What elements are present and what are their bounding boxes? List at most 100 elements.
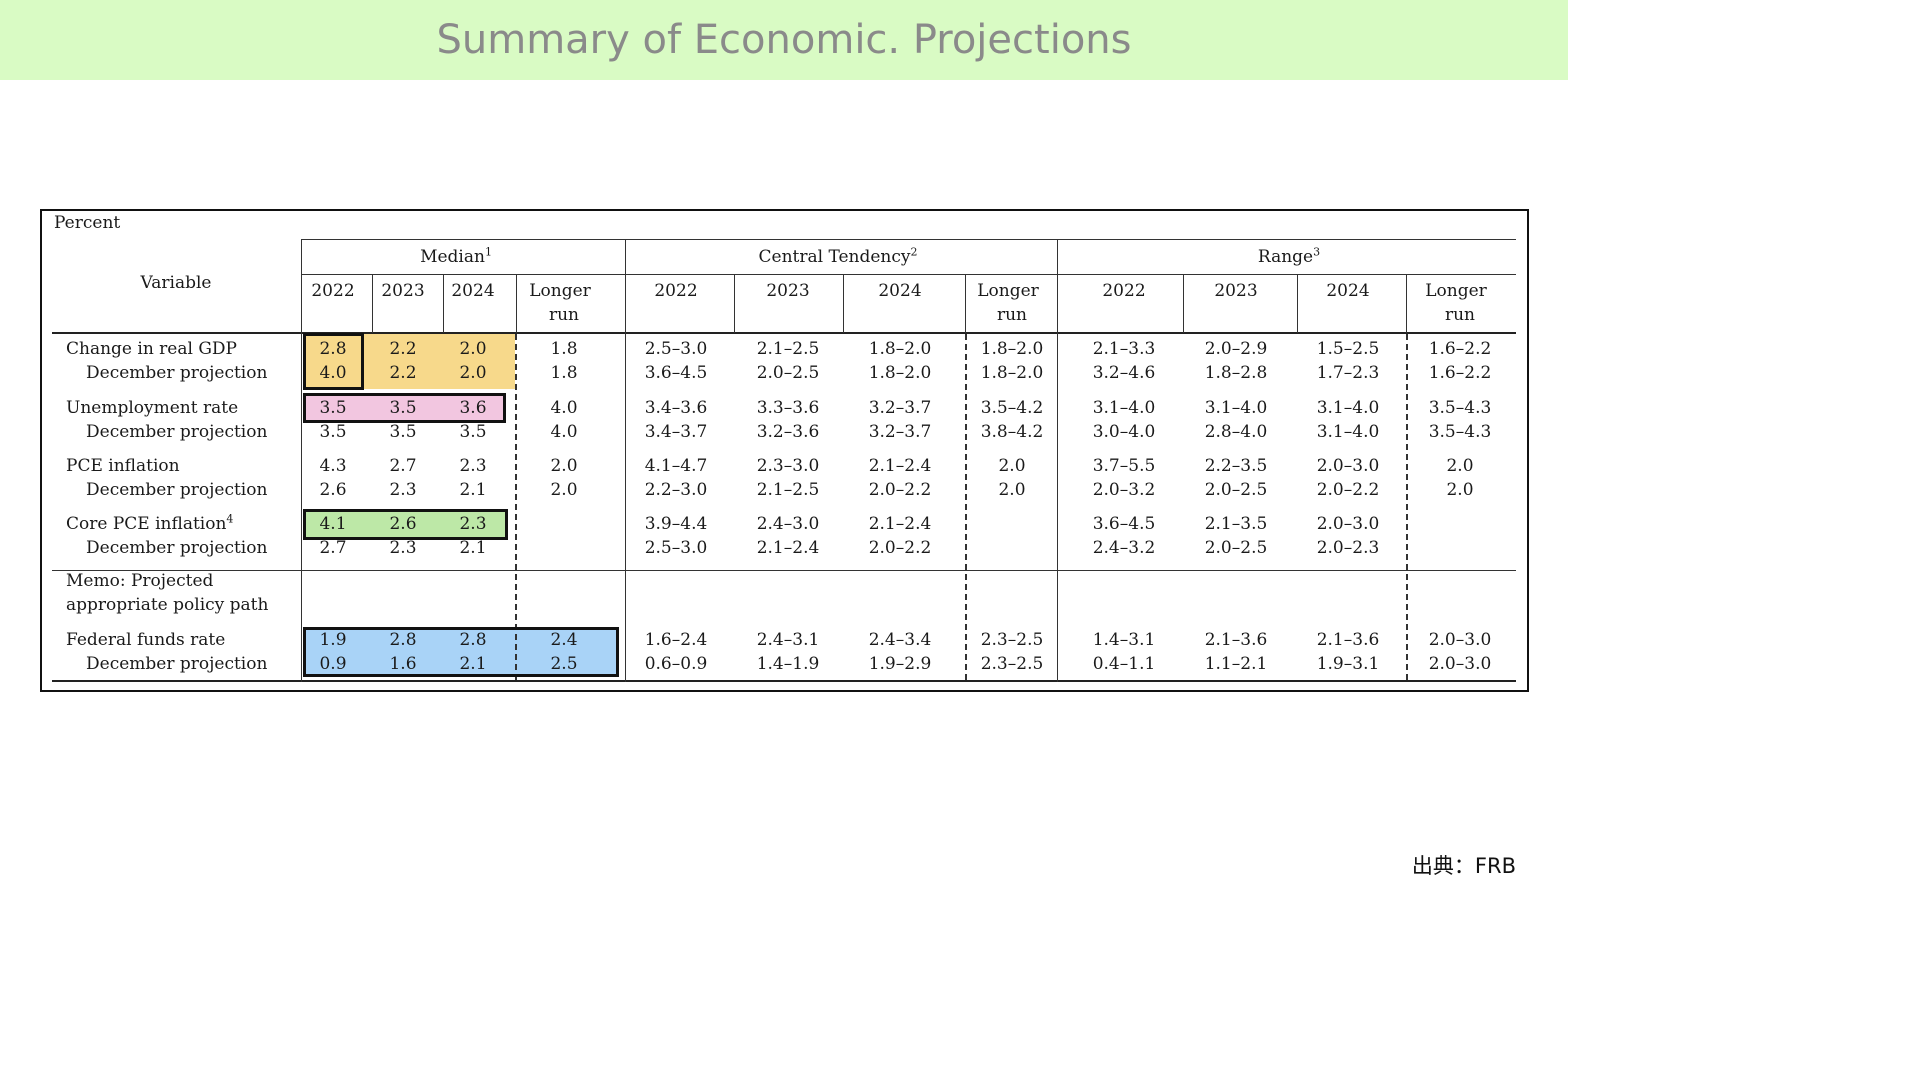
- range-value: 1.1–2.1: [1204, 654, 1268, 674]
- range-value: 3.5–4.3: [1428, 398, 1492, 418]
- range-value: 2.1–3.3: [1092, 339, 1156, 359]
- ct-year-divider: [734, 275, 735, 333]
- december-projection-label: December projection: [86, 538, 268, 558]
- row-label: Federal funds rate: [66, 630, 226, 650]
- gdp-highlight-fill: [304, 333, 515, 389]
- row-label: Change in real GDP: [66, 339, 237, 359]
- range-value: 3.6–4.5: [1092, 514, 1156, 534]
- december-projection-label: December projection: [86, 480, 268, 500]
- range-value: 2.0–3.0: [1316, 456, 1380, 476]
- central-tendency-value: 1.8–2.0: [980, 363, 1044, 383]
- median-longer-dashed-divider: [515, 334, 517, 680]
- title-banner: Summary of Economic. Projections: [0, 0, 1568, 80]
- unemployment-highlight-box: [303, 393, 506, 423]
- range-value: 3.1–4.0: [1316, 398, 1380, 418]
- range-value: 1.5–2.5: [1316, 339, 1380, 359]
- memo-rule: [52, 570, 1516, 571]
- range-value: 1.6–2.2: [1428, 339, 1492, 359]
- projections-table: [40, 209, 1529, 692]
- median-value: 2.8: [389, 630, 417, 650]
- median-value: 0.9: [319, 654, 347, 674]
- central-tendency-value: 2.0–2.2: [868, 480, 932, 500]
- median-year-divider: [443, 275, 444, 333]
- ct-year-header: 2024: [878, 281, 922, 301]
- median-value: 4.0: [319, 363, 347, 383]
- central-tendency-value: 2.1–2.4: [756, 538, 820, 558]
- unit-label: Percent: [54, 213, 121, 233]
- range-value: 2.1–3.5: [1204, 514, 1268, 534]
- fed-funds-highlight-fill: [304, 627, 618, 676]
- core-pce-highlight-box: [303, 509, 508, 540]
- central-tendency-value: 2.0: [998, 480, 1026, 500]
- central-tendency-value: 2.2–3.0: [644, 480, 708, 500]
- median-value: 3.5: [319, 398, 347, 418]
- ct-longer-run-header: Longer: [977, 281, 1039, 301]
- source-note: 出典：FRB: [1411, 854, 1516, 878]
- median-ct-divider: [625, 240, 626, 682]
- central-tendency-value: 2.4–3.1: [756, 630, 820, 650]
- gdp-2022-highlight-box: [303, 333, 364, 390]
- memo-label: Memo: Projected: [66, 571, 214, 591]
- median-year-header: 2022: [311, 281, 355, 301]
- ct-year-header: 2023: [766, 281, 810, 301]
- central-tendency-value: 2.4–3.4: [868, 630, 932, 650]
- central-tendency-value: 2.0–2.2: [868, 538, 932, 558]
- median-value: 2.7: [319, 538, 347, 558]
- range-longer-run-header: Longer: [1425, 281, 1487, 301]
- median-value: 4.1: [319, 514, 347, 534]
- median-value: 2.6: [389, 514, 417, 534]
- central-tendency-value: 2.3–3.0: [756, 456, 820, 476]
- median-value: 2.6: [319, 480, 347, 500]
- range-longer-dashed-divider: [1406, 334, 1408, 680]
- median-value: 2.4: [550, 630, 578, 650]
- median-value: 1.6: [389, 654, 417, 674]
- median-value: 1.8: [550, 363, 578, 383]
- range-group-header-footnote: 3: [1313, 245, 1321, 259]
- ct-longer-dashed-divider: [965, 334, 967, 680]
- range-year-header: 2023: [1214, 281, 1258, 301]
- median-year-divider: [372, 275, 373, 333]
- range-group-header: Range3: [1257, 245, 1321, 267]
- central-tendency-value: 0.6–0.9: [644, 654, 708, 674]
- range-value: 3.0–4.0: [1092, 422, 1156, 442]
- median-group-header-footnote: 1: [484, 245, 492, 259]
- row-label-footnote: 4: [226, 512, 234, 526]
- range-year-header: 2024: [1326, 281, 1370, 301]
- central-tendency-value: 3.2–3.7: [868, 422, 932, 442]
- median-value: 2.8: [319, 339, 347, 359]
- median-value: 2.8: [459, 630, 487, 650]
- range-value: 2.0–3.0: [1428, 654, 1492, 674]
- central-tendency-value: 2.5–3.0: [644, 339, 708, 359]
- central-tendency-group-header-footnote: 2: [910, 245, 918, 259]
- range-value: 2.4–3.2: [1092, 538, 1156, 558]
- range-value: 2.0–2.5: [1204, 538, 1268, 558]
- central-tendency-value: 2.1–2.5: [756, 339, 820, 359]
- central-tendency-value: 4.1–4.7: [644, 456, 708, 476]
- median-value: 3.5: [389, 422, 417, 442]
- central-tendency-value: 2.5–3.0: [644, 538, 708, 558]
- variable-column-divider: [301, 240, 302, 682]
- central-tendency-value: 1.6–2.4: [644, 630, 708, 650]
- central-tendency-value: 3.4–3.7: [644, 422, 708, 442]
- range-value: 2.0–3.0: [1428, 630, 1492, 650]
- ct-longer-run-header-line2: run: [996, 305, 1028, 325]
- range-value: 3.1–4.0: [1316, 422, 1380, 442]
- central-tendency-value: 2.1–2.4: [868, 456, 932, 476]
- range-value: 2.0–2.9: [1204, 339, 1268, 359]
- row-label: Unemployment rate: [66, 398, 239, 418]
- central-tendency-value: 3.8–4.2: [980, 422, 1044, 442]
- range-value: 2.2–3.5: [1204, 456, 1268, 476]
- range-value: 1.4–3.1: [1092, 630, 1156, 650]
- range-value: 2.0–3.2: [1092, 480, 1156, 500]
- range-year-divider: [1297, 275, 1298, 333]
- row-label: Core PCE inflation4: [66, 512, 234, 534]
- central-tendency-value: 1.8–2.0: [868, 363, 932, 383]
- central-tendency-value: 2.1–2.5: [756, 480, 820, 500]
- central-tendency-value: 2.4–3.0: [756, 514, 820, 534]
- median-value: 2.1: [459, 538, 487, 558]
- central-tendency-group-header: Central Tendency2: [758, 245, 918, 267]
- median-value: 2.7: [389, 456, 417, 476]
- central-tendency-value: 2.1–2.4: [868, 514, 932, 534]
- ct-range-divider: [1057, 240, 1058, 682]
- unemployment-highlight-fill: [304, 393, 505, 422]
